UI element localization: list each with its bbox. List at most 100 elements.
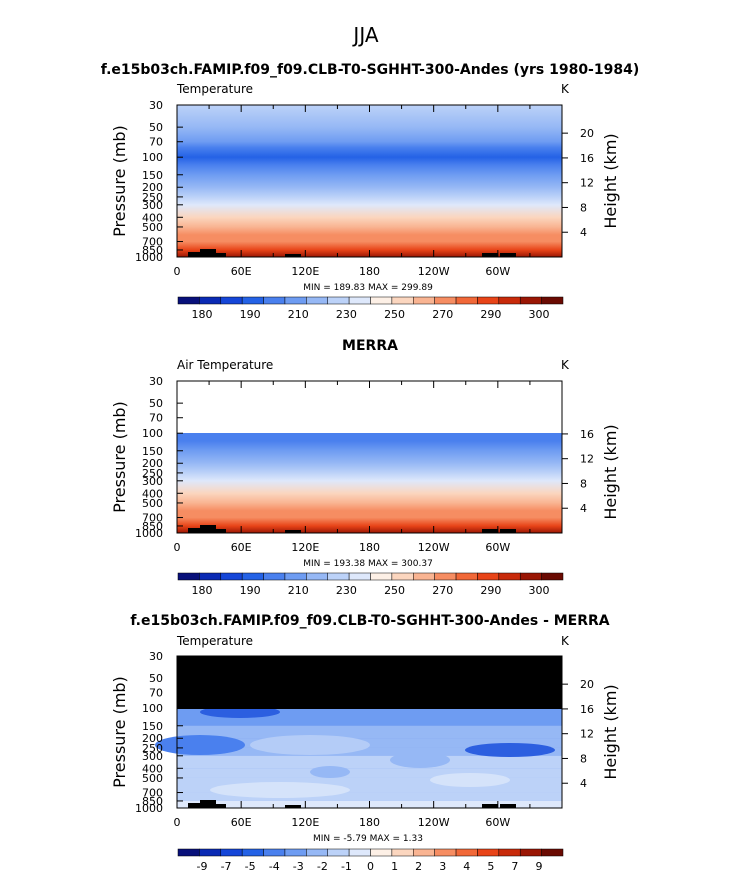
topography-mask [482, 804, 498, 808]
y-tick-label: 100 [142, 702, 163, 715]
colorbar-swatch [241, 572, 264, 581]
topography-mask [285, 254, 301, 257]
y-tick-label: 30 [149, 99, 163, 112]
colorbar-swatch [413, 848, 435, 857]
colorbar-label: -3 [293, 860, 304, 872]
colorbar-swatch [220, 572, 243, 581]
topography-mask [500, 253, 516, 257]
colorbar: -9 -7 -5 -4 -3 -2 -1 0 1 2 3 4 5 7 9 [177, 848, 564, 872]
colorbar-label: -2 [317, 860, 328, 872]
colorbar-label: 9 [536, 860, 543, 872]
panel-difference: f.e15b03ch.FAMIP.f09_f09.CLB-T0-SGHHT-30… [110, 613, 620, 872]
y2-axis-label: Height (km) [601, 424, 620, 519]
colorbar-label: -5 [245, 860, 256, 872]
y-tick-label: 50 [149, 672, 163, 685]
colorbar-swatch [284, 296, 307, 305]
x-tick-label: 60E [231, 265, 252, 278]
colorbar-swatch [177, 572, 200, 581]
colorbar-swatch [306, 848, 328, 857]
y-tick-label: 300 [142, 750, 163, 763]
panel-merra: MERRA Air Temperature K 3050701001502002… [110, 338, 620, 597]
colorbar-label: 180 [192, 308, 213, 321]
y-tick-label: 850 [142, 795, 163, 808]
field-label: Temperature [176, 82, 253, 96]
colorbar: 180 190 210 230 250 270 290 300 [177, 296, 564, 321]
topography-mask [210, 529, 226, 533]
y-tick-label: 1000 [135, 802, 163, 815]
x-tick-label: 120W [418, 541, 450, 554]
x-tick-label: 180 [359, 816, 380, 829]
colorbar-swatch [434, 848, 457, 857]
y-tick-label: 30 [149, 375, 163, 388]
stats-label: MIN = 193.38 MAX = 300.37 [303, 559, 433, 569]
units-label: K [561, 82, 570, 96]
colorbar-swatch [477, 296, 500, 305]
y2-tick-label: 4 [580, 226, 587, 239]
x-tick-label: 60W [485, 541, 510, 554]
topography-mask [285, 530, 301, 533]
colorbar-label: 7 [511, 860, 518, 872]
y2-tick-label: 20 [580, 678, 594, 691]
x-tick-label: 180 [359, 265, 380, 278]
diff-band [177, 738, 562, 748]
diff-band [177, 755, 562, 769]
panel-title: f.e15b03ch.FAMIP.f09_f09.CLB-T0-SGHHT-30… [130, 613, 609, 629]
y-tick-label: 50 [149, 397, 163, 410]
y-tick-label: 400 [142, 762, 163, 775]
colorbar-label: -4 [269, 860, 280, 872]
colorbar-swatch [391, 572, 414, 581]
colorbar-swatch [177, 848, 200, 857]
colorbar-swatch [541, 296, 564, 305]
y-tick-label: 850 [142, 244, 163, 257]
colorbar-swatch [455, 848, 478, 857]
colorbar-label: 250 [384, 584, 405, 597]
colorbar-label: 180 [192, 584, 213, 597]
x-tick-label: 120E [291, 265, 319, 278]
colorbar-swatch [519, 572, 542, 581]
anomaly-region [430, 773, 510, 787]
y-tick-label: 700 [142, 236, 163, 249]
plot-features [188, 525, 516, 533]
colorbar-swatch [370, 848, 393, 857]
colorbar-label: 190 [240, 584, 261, 597]
heatmap-field [177, 105, 562, 257]
colorbar-label: 230 [336, 584, 357, 597]
x-tick-label: 120E [291, 541, 319, 554]
colorbar-swatch [177, 296, 200, 305]
topography-mask [500, 529, 516, 533]
colorbar-swatch [477, 848, 500, 857]
colorbar-label: 210 [288, 584, 309, 597]
colorbar-label: 4 [463, 860, 470, 872]
topography-mask [188, 803, 204, 808]
y2-axis-label: Height (km) [601, 133, 620, 228]
x-tick-label: 120W [418, 816, 450, 829]
y2-tick-label: 8 [580, 752, 587, 765]
anomaly-region [390, 752, 450, 768]
diff-band [177, 768, 562, 778]
colorbar-label: 250 [384, 308, 405, 321]
anomaly-region [155, 735, 245, 755]
colorbar-swatch [370, 296, 393, 305]
topography-mask [188, 528, 204, 533]
colorbar-swatch [455, 572, 478, 581]
colorbar: 180 190 210 230 250 270 290 300 [177, 572, 564, 597]
anomaly-region [210, 782, 350, 798]
colorbar-label: 1 [391, 860, 398, 872]
missing-data-region [177, 656, 562, 709]
y-tick-label: 200 [142, 457, 163, 470]
colorbar-swatch [306, 572, 328, 581]
colorbar-swatch [220, 848, 243, 857]
topography-mask [210, 253, 226, 257]
colorbar-swatch [241, 848, 264, 857]
y-tick-label: 150 [142, 445, 163, 458]
y-tick-label: 400 [142, 487, 163, 500]
y-axis-label: Pressure (mb) [110, 676, 129, 788]
colorbar-swatch [199, 572, 222, 581]
units-label: K [561, 358, 570, 372]
x-tick-label: 60E [231, 816, 252, 829]
panel-model: f.e15b03ch.FAMIP.f09_f09.CLB-T0-SGHHT-30… [101, 62, 639, 321]
y2-tick-label: 16 [580, 428, 594, 441]
x-tick-label: 0 [174, 816, 181, 829]
y-tick-label: 500 [142, 772, 163, 785]
y-tick-label: 1000 [135, 251, 163, 264]
